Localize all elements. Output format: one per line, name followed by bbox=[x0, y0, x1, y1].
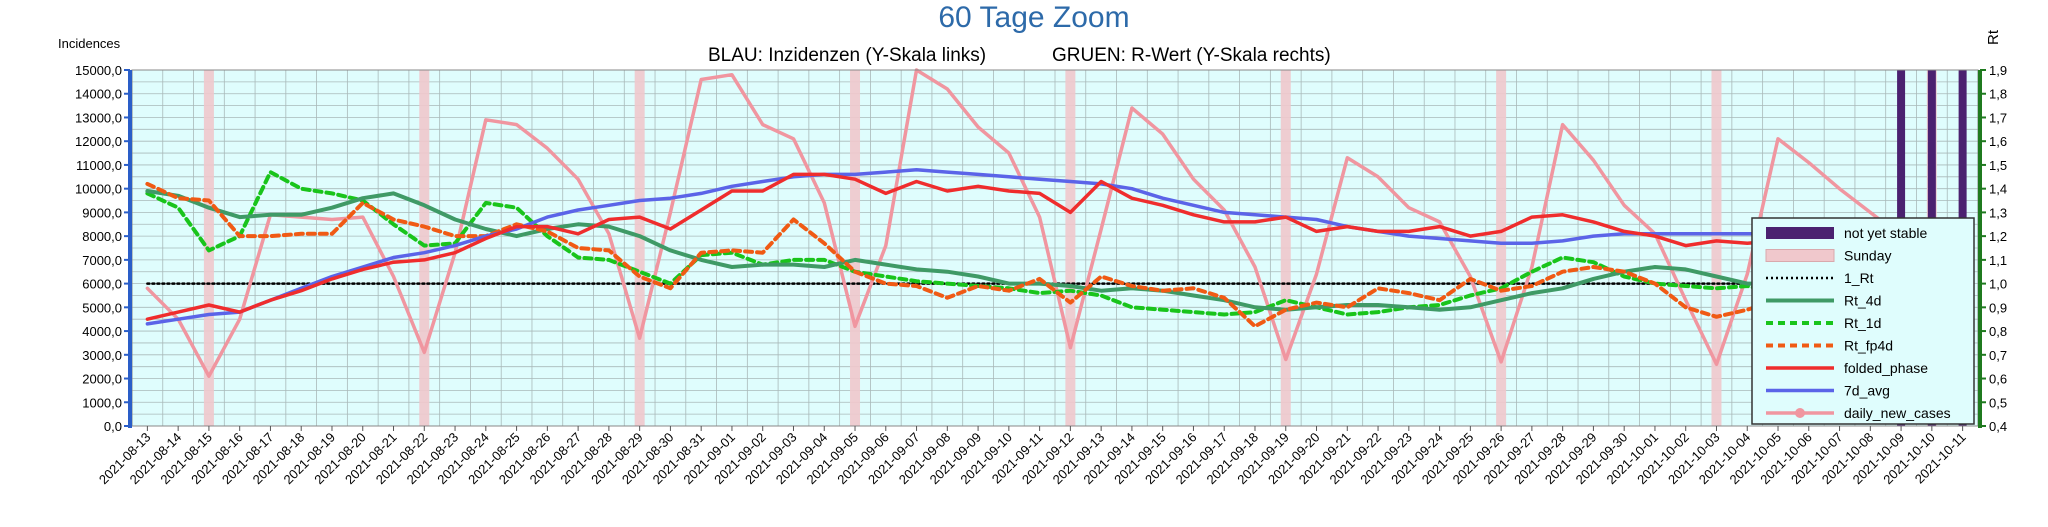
grid-lines bbox=[132, 70, 1978, 426]
sunday-band bbox=[850, 70, 861, 426]
series-line-rt-fp4d bbox=[145, 181, 1965, 353]
chart-subtitle-left: BLAU: Inzidenzen (Y-Skala links) bbox=[708, 45, 986, 66]
legend-label: daily_new_cases bbox=[1844, 405, 1951, 421]
legend-label: Rt_fp4d bbox=[1844, 338, 1893, 354]
right-tick-label: 1,3 bbox=[1989, 205, 2007, 220]
sunday-band bbox=[419, 70, 430, 426]
legend-marker-daily-new-cases bbox=[1795, 408, 1805, 418]
sunday-band bbox=[1280, 70, 1291, 426]
sunday-band bbox=[1711, 70, 1722, 426]
right-tick-label: 1,1 bbox=[1989, 253, 2007, 268]
left-tick-label: 12000,0 bbox=[75, 134, 122, 149]
y-axis-right-label: Rt bbox=[1985, 29, 2002, 45]
series-lines bbox=[145, 68, 1965, 378]
series-line-7d-avg bbox=[145, 167, 1965, 326]
sunday-band bbox=[634, 70, 645, 426]
left-tick-label: 7000,0 bbox=[82, 253, 122, 268]
right-tick-label: 1,4 bbox=[1989, 182, 2007, 197]
axes bbox=[128, 69, 1982, 428]
y-axis-left-label: Incidences bbox=[58, 36, 121, 51]
right-tick-labels: 0,4 0,5 0,6 0,7 0,8 0,9 1,0 1,1 1,2 1,3 1,4 1,5 1,6 1… bbox=[1980, 63, 2007, 434]
right-tick-label: 1,9 bbox=[1989, 63, 2007, 78]
series-line-rt-1d bbox=[145, 170, 1965, 317]
left-tick-label: 2000,0 bbox=[82, 372, 122, 387]
sunday-band bbox=[1496, 70, 1507, 426]
chart-subtitle-right: GRUEN: R-Wert (Y-Skala rechts) bbox=[1052, 45, 1331, 66]
legend-label: 1_Rt bbox=[1844, 270, 1874, 286]
left-tick-label: 9000,0 bbox=[82, 205, 122, 220]
chart-title: 60 Tage Zoom bbox=[938, 1, 1129, 34]
left-tick-labels: 0,0 1000,0 2000,0 3000,0 4000,0 5000,0 6000,0 7… bbox=[75, 63, 130, 434]
legend-label: not yet stable bbox=[1844, 225, 1927, 241]
legend-label: 7d_avg bbox=[1844, 383, 1890, 399]
right-tick-label: 0,4 bbox=[1989, 419, 2007, 434]
right-tick-label: 1,8 bbox=[1989, 87, 2007, 102]
right-tick-label: 0,6 bbox=[1989, 372, 2007, 387]
right-tick-label: 0,9 bbox=[1989, 300, 2007, 315]
left-tick-label: 15000,0 bbox=[75, 63, 122, 78]
left-tick-label: 3000,0 bbox=[82, 348, 122, 363]
right-tick-label: 0,8 bbox=[1989, 324, 2007, 339]
series-line-daily-new-cases bbox=[145, 68, 1965, 378]
right-tick-label: 1,5 bbox=[1989, 158, 2007, 173]
series-line-rt-4d bbox=[145, 189, 1965, 312]
legend-label: Sunday bbox=[1844, 248, 1891, 264]
left-tick-label: 5000,0 bbox=[82, 300, 122, 315]
left-tick-label: 1000,0 bbox=[82, 395, 122, 410]
legend: not yet stable Sunday 1_Rt Rt_4d Rt_1d Rt_fp4… bbox=[1751, 217, 1975, 425]
left-tick-label: 10000,0 bbox=[75, 182, 122, 197]
left-tick-label: 6000,0 bbox=[82, 277, 122, 292]
sunday-band bbox=[1065, 70, 1076, 426]
right-tick-label: 1,2 bbox=[1989, 229, 2007, 244]
right-tick-label: 1,6 bbox=[1989, 134, 2007, 149]
series-line-folded-phase bbox=[145, 172, 1965, 321]
legend-swatch-not-yet-stable bbox=[1766, 227, 1834, 239]
right-tick-label: 1,7 bbox=[1989, 110, 2007, 125]
left-tick-label: 14000,0 bbox=[75, 87, 122, 102]
left-tick-label: 4000,0 bbox=[82, 324, 122, 339]
right-tick-label: 0,5 bbox=[1989, 395, 2007, 410]
left-tick-label: 8000,0 bbox=[82, 229, 122, 244]
legend-label: Rt_1d bbox=[1844, 315, 1881, 331]
right-tick-label: 1,0 bbox=[1989, 277, 2007, 292]
legend-label: Rt_4d bbox=[1844, 293, 1881, 309]
left-tick-label: 0,0 bbox=[104, 419, 122, 434]
left-tick-label: 13000,0 bbox=[75, 110, 122, 125]
x-tick-labels: 2021-08-132021-08-142021-08-152021-08-16… bbox=[96, 426, 1969, 487]
left-tick-label: 11000,0 bbox=[76, 158, 122, 173]
legend-swatch-sunday bbox=[1765, 249, 1835, 262]
right-tick-label: 0,7 bbox=[1989, 348, 2007, 363]
legend-label: folded_phase bbox=[1844, 360, 1928, 376]
